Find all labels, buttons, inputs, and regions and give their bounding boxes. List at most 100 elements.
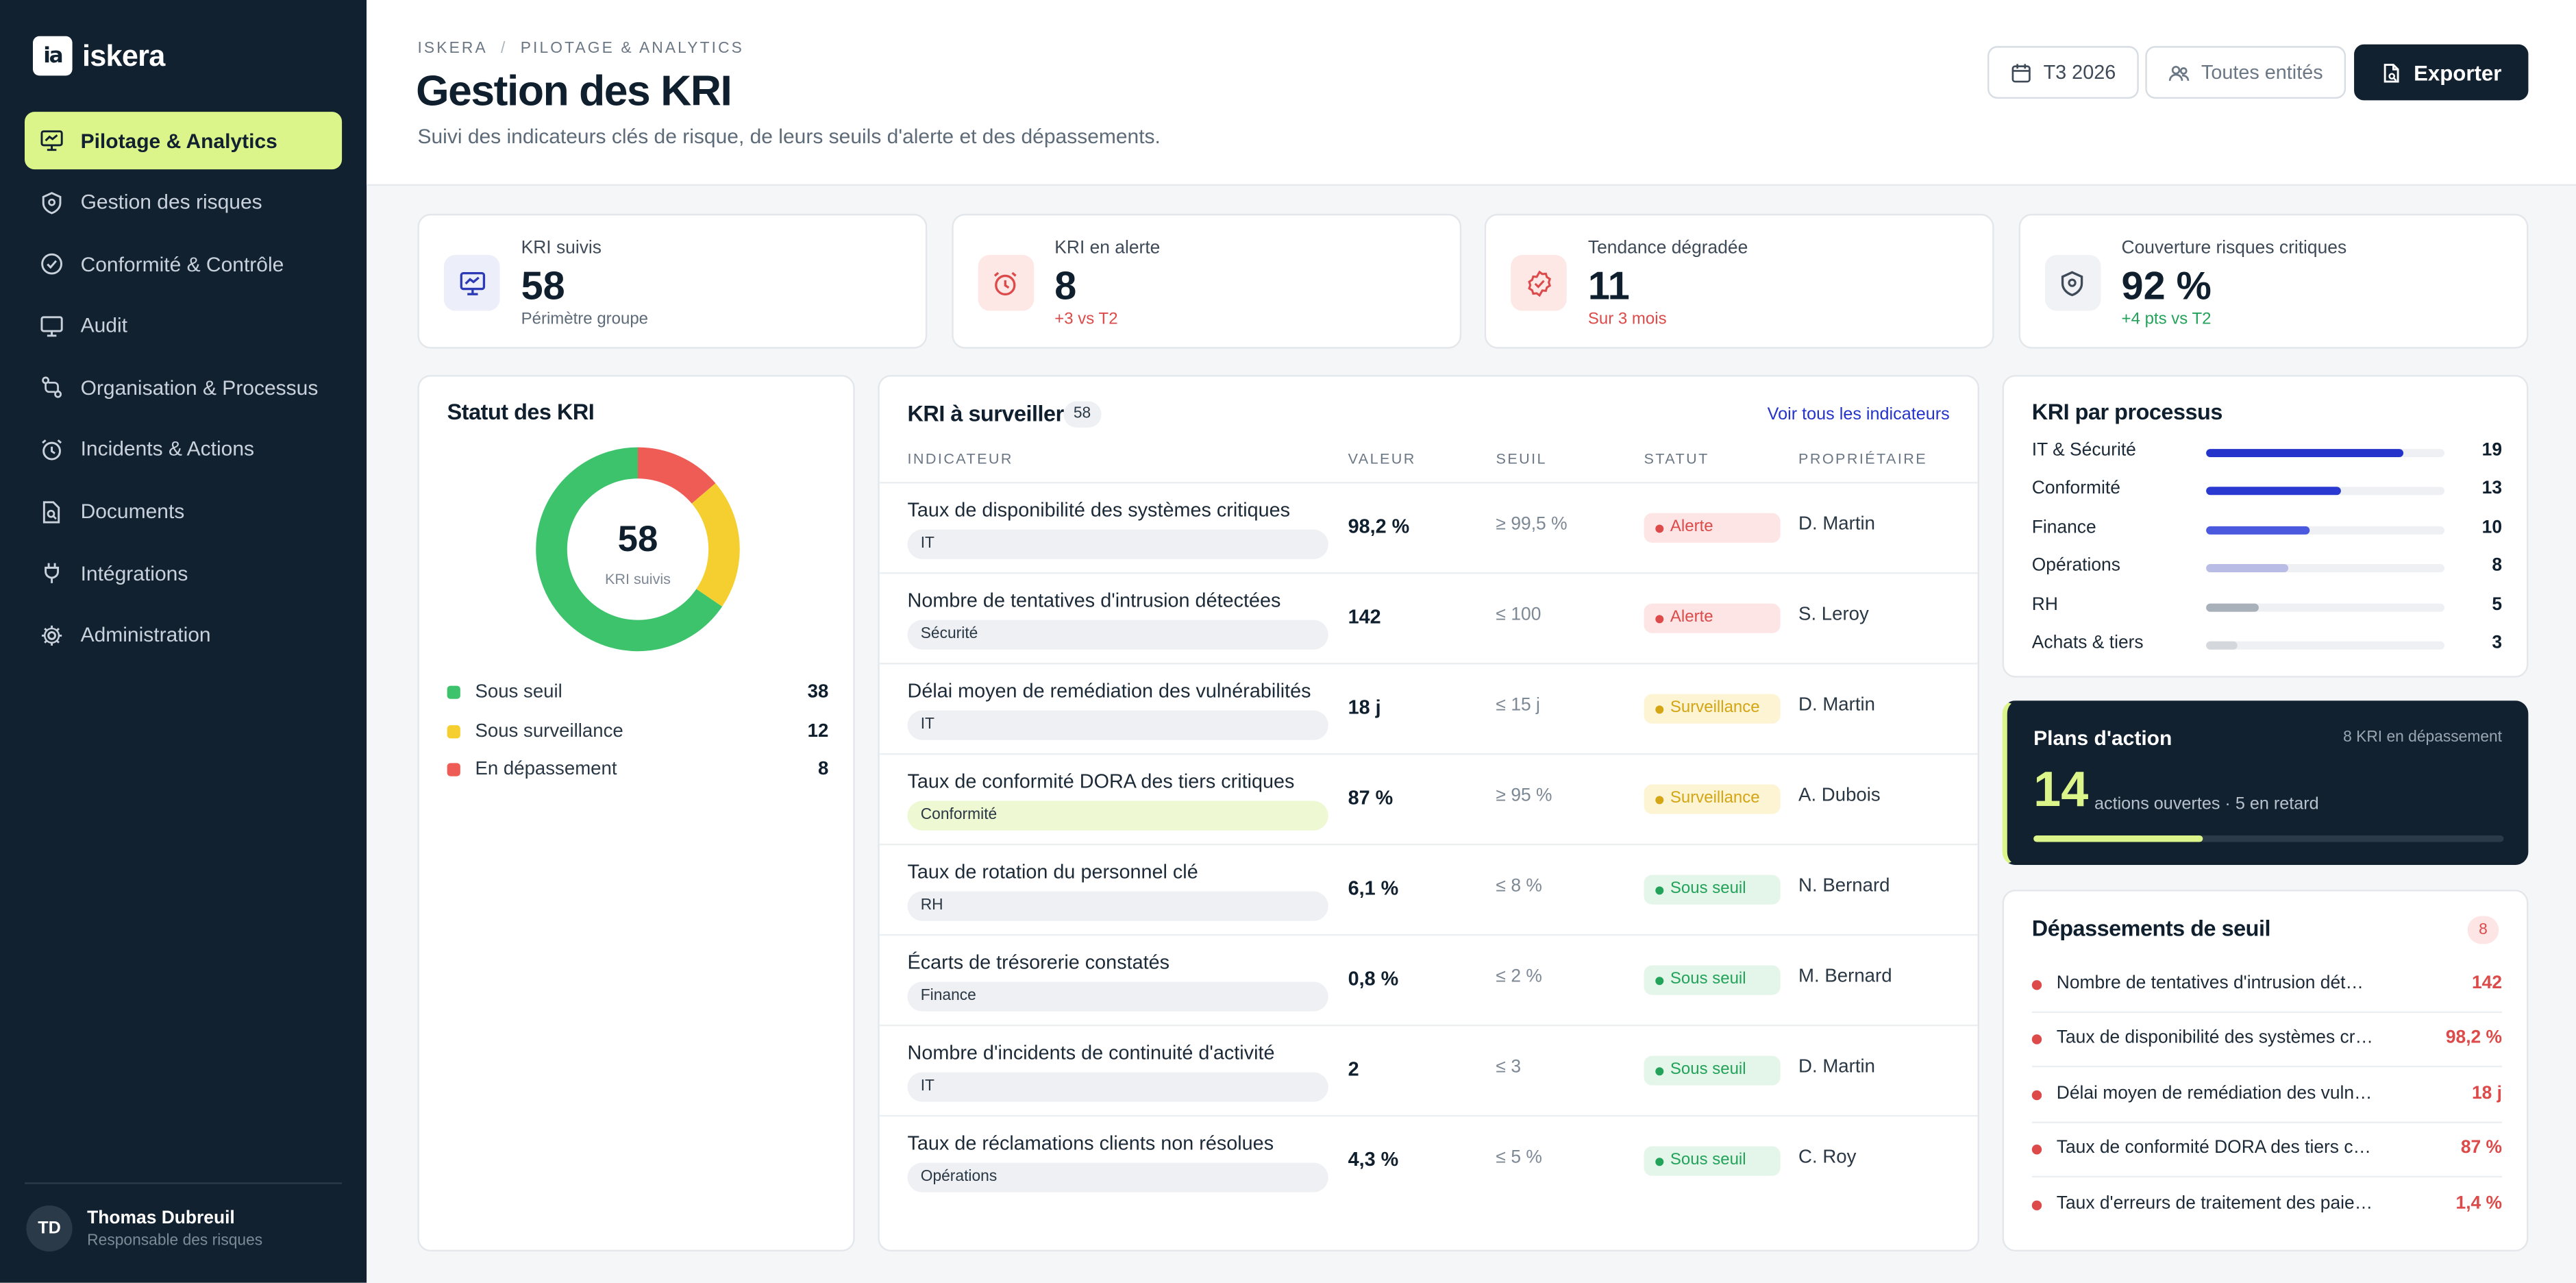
table-row[interactable]: Nombre d'incidents de continuité d'activ… <box>879 1024 1978 1115</box>
sidebar-item-2[interactable]: Conformité & Contrôle <box>25 236 342 293</box>
action-plans-meta: 8 KRI en dépassement <box>2343 728 2503 747</box>
kpi-label: KRI en alerte <box>1054 238 1161 258</box>
process-bar-track <box>2206 487 2445 496</box>
process-bar-fill <box>2206 449 2403 458</box>
status-badge: Sous seuil <box>1644 965 1781 995</box>
overrun-item[interactable]: Délai moyen de remédiation des vuln… 18 j <box>2031 1068 2503 1123</box>
overrun-value: 1,4 % <box>2455 1193 2503 1213</box>
donut-center-value: 58 <box>617 517 658 559</box>
action-plans-progress-track <box>2033 835 2504 842</box>
kpi-card-2[interactable]: Tendance dégradée 11 Sur 3 mois <box>1484 213 1994 349</box>
indicator-value: 0,8 % <box>1348 966 1399 990</box>
indicator-value: 4,3 % <box>1348 1147 1399 1171</box>
sidebar-item-4[interactable]: Organisation & Processus <box>25 359 342 417</box>
kpi-value: 92 % <box>2121 265 2212 310</box>
kpi-value: 11 <box>1587 265 1630 310</box>
action-plans-text: actions ouvertes · 5 en retard <box>2094 794 2319 814</box>
indicator-name: Taux de disponibilité des systèmes criti… <box>907 498 1291 522</box>
brand-logo[interactable]: ia iskera <box>32 36 165 76</box>
process-count: 5 <box>2492 594 2503 615</box>
action-plans-title: Plans d'action <box>2033 726 2172 750</box>
process-label: RH <box>2031 594 2058 615</box>
indicator-threshold: ≤ 5 % <box>1496 1147 1542 1168</box>
kpi-value: 8 <box>1054 265 1077 310</box>
overrun-label: Nombre de tentatives d'intrusion dét… <box>2056 973 2364 994</box>
donut-segment-1[interactable] <box>536 447 740 652</box>
breadcrumb-item-pilotage[interactable]: PILOTAGE & ANALYTICS <box>520 39 745 58</box>
process-count: 13 <box>2481 479 2503 499</box>
period-selector-button[interactable]: T3 2026 <box>1987 46 2139 99</box>
user-profile[interactable]: TD Thomas Dubreuil Responsable des risqu… <box>26 1205 262 1252</box>
main-content: ISKERA / PILOTAGE & ANALYTICS Gestion des … <box>367 0 2576 1283</box>
kpi-card-1[interactable]: KRI en alerte 8 +3 vs T2 <box>951 213 1461 349</box>
column-header-value: VALEUR <box>1348 450 1416 467</box>
export-label: Exporter <box>2414 60 2502 85</box>
export-button[interactable]: Exporter <box>2354 44 2529 101</box>
overrun-label: Taux d'erreurs de traitement des paie… <box>2056 1193 2373 1213</box>
sidebar-item-8[interactable]: Administration <box>25 607 342 664</box>
action-plans-progress-fill <box>2033 835 2203 842</box>
sidebar-divider <box>24 1182 343 1184</box>
overrun-dot <box>2031 1145 2042 1155</box>
status-badge: Alerte <box>1644 603 1781 633</box>
kpi-card-3[interactable]: Couverture risques critiques 92 % +4 pts… <box>2018 213 2528 349</box>
document-export-icon <box>2384 62 2400 82</box>
process-row[interactable]: IT & Sécurité 19 <box>2032 441 2502 464</box>
table-row[interactable]: Taux de disponibilité des systèmes criti… <box>879 482 1978 572</box>
kpi-value: 58 <box>521 265 565 310</box>
sidebar-item-3[interactable]: Audit <box>25 297 342 355</box>
table-row[interactable]: Taux de rotation du personnel clé RH 6,1… <box>879 843 1978 934</box>
table-row[interactable]: Écarts de trésorerie constatés Finance 0… <box>879 933 1978 1025</box>
kpi-card-0[interactable]: KRI suivis 58 Périmètre groupe <box>417 213 928 349</box>
legend-item: En dépassement 8 <box>447 757 828 783</box>
overrun-item[interactable]: Nombre de tentatives d'intrusion dét… 142 <box>2031 959 2503 1014</box>
overrun-label: Délai moyen de remédiation des vuln… <box>2056 1083 2373 1103</box>
breadcrumb-item-iskera[interactable]: ISKERA <box>417 39 488 58</box>
user-name: Thomas Dubreuil <box>87 1208 235 1228</box>
legend-swatch <box>447 685 460 699</box>
sidebar-item-6[interactable]: Documents <box>25 482 342 540</box>
kpi-icon-wrap <box>2044 254 2101 311</box>
process-row[interactable]: Opérations 8 <box>2032 556 2502 579</box>
status-badge: Sous seuil <box>1644 1055 1781 1086</box>
table-row[interactable]: Taux de conformité DORA des tiers critiq… <box>879 753 1978 844</box>
breadcrumb-separator: / <box>501 39 508 58</box>
indicator-threshold: ≤ 2 % <box>1496 966 1542 987</box>
process-row[interactable]: RH 5 <box>2032 595 2502 618</box>
overrun-item[interactable]: Taux d'erreurs de traitement des paie… 1,… <box>2031 1178 2503 1232</box>
sidebar-item-label: Conformité & Contrôle <box>80 252 284 276</box>
table-row[interactable]: Taux de réclamations clients non résolue… <box>879 1114 1978 1206</box>
table-row[interactable]: Nombre de tentatives d'intrusion détecté… <box>879 572 1978 663</box>
sidebar-item-1[interactable]: Gestion des risques <box>25 173 342 231</box>
sidebar-item-label: Audit <box>80 314 127 338</box>
calendar-icon <box>2011 63 2031 82</box>
overrun-item[interactable]: Taux de conformité DORA des tiers cri… 87… <box>2031 1123 2503 1178</box>
process-count: 19 <box>2481 441 2503 461</box>
entities-filter-button[interactable]: Toutes entités <box>2145 46 2346 99</box>
table-row[interactable]: Délai moyen de remédiation des vulnérabi… <box>879 662 1978 753</box>
sidebar-item-0[interactable]: Pilotage & Analytics <box>24 112 343 170</box>
sidebar-item-5[interactable]: Incidents & Actions <box>25 421 342 478</box>
overrun-dot <box>2031 1199 2042 1210</box>
action-plans-card[interactable]: Plans d'action 8 KRI en dépassement 14 a… <box>2002 700 2529 866</box>
sidebar-item-7[interactable]: Intégrations <box>25 545 342 602</box>
column-header-status: STATUT <box>1644 450 1709 467</box>
view-all-indicators-link[interactable]: Voir tous les indicateurs <box>1767 404 1950 425</box>
kri-watch-table-card: KRI à surveiller 58 Voir tous les indica… <box>878 375 1979 1252</box>
indicator-tag: RH <box>907 891 1328 921</box>
overrun-value: 87 % <box>2460 1138 2503 1158</box>
indicator-tag: IT <box>907 1072 1328 1102</box>
process-label: Conformité <box>2031 479 2120 499</box>
overrun-dot <box>2031 1035 2042 1045</box>
process-row[interactable]: Finance 10 <box>2032 517 2502 541</box>
process-row[interactable]: Conformité 13 <box>2032 479 2502 502</box>
kpi-icon-wrap <box>977 254 1034 311</box>
indicator-name: Nombre d'incidents de continuité d'activ… <box>907 1040 1275 1064</box>
donut-segment-0[interactable] <box>536 447 740 652</box>
process-flow-icon <box>42 377 62 399</box>
indicator-threshold: ≥ 99,5 % <box>1496 515 1568 535</box>
overrun-item[interactable]: Taux de disponibilité des systèmes cri… 9… <box>2031 1014 2503 1068</box>
process-row[interactable]: Achats & tiers 3 <box>2032 633 2502 657</box>
kpi-icon-wrap <box>443 254 500 311</box>
kri-status-title: Statut des KRI <box>447 400 595 425</box>
